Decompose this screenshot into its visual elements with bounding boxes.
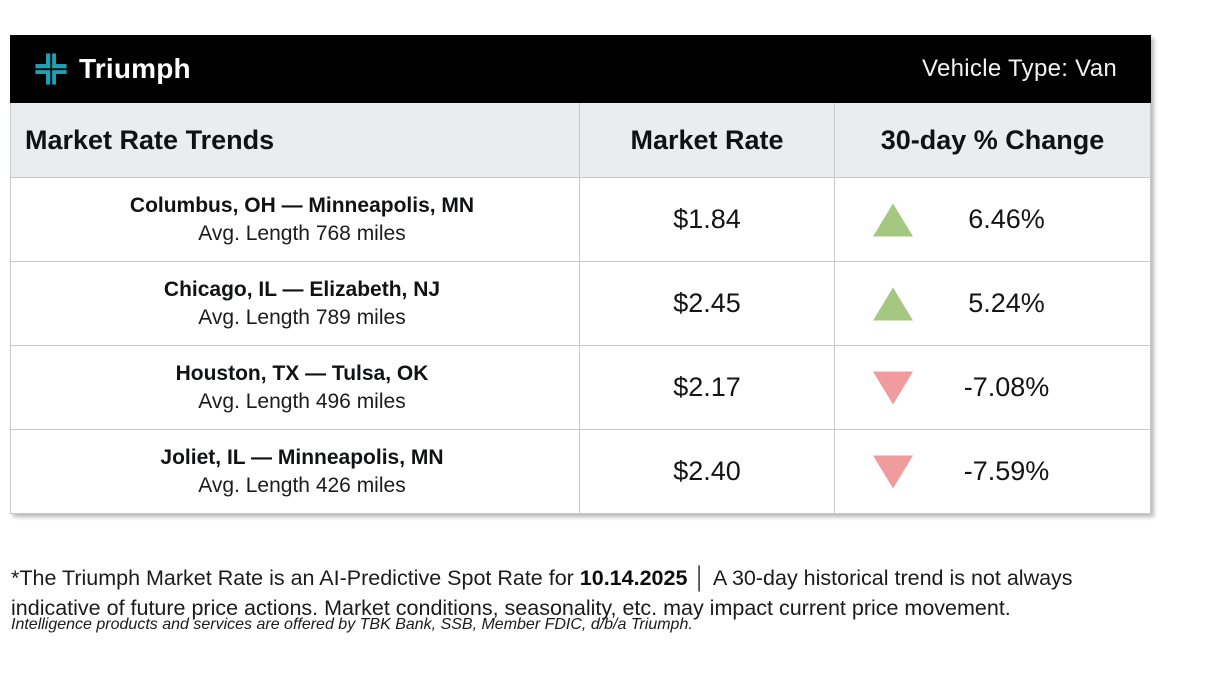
lane-cell: Columbus, OH — Minneapolis, MN Avg. Leng… <box>11 178 579 261</box>
trend-triangle-icon <box>873 287 913 320</box>
market-rate-value: $1.84 <box>579 178 834 261</box>
route-label: Chicago, IL — Elizabeth, NJ <box>163 277 441 301</box>
lane-cell: Chicago, IL — Elizabeth, NJ Avg. Length … <box>11 262 579 345</box>
lane-cell: Houston, TX — Tulsa, OK Avg. Length 496 … <box>11 346 579 429</box>
market-rate-value: $2.40 <box>579 430 834 513</box>
table-header-row: Market Rate Trends Market Rate 30-day % … <box>11 103 1150 177</box>
trend-triangle-icon <box>873 455 913 488</box>
change-cell: -7.08% <box>834 346 1150 429</box>
route-label: Joliet, IL — Minneapolis, MN <box>160 445 444 469</box>
avg-length-label: Avg. Length 496 miles <box>198 389 406 413</box>
footnote-text: *The Triumph Market Rate is an AI-Predic… <box>11 563 1153 623</box>
change-percent: -7.59% <box>963 456 1050 486</box>
lane-cell: Joliet, IL — Minneapolis, MN Avg. Length… <box>11 430 579 513</box>
avg-length-label: Avg. Length 426 miles <box>198 473 406 497</box>
vehicle-type-label: Vehicle Type: Van <box>921 55 1117 82</box>
fdic-disclaimer: Intelligence products and services are o… <box>11 616 693 633</box>
change-cell: 6.46% <box>834 178 1150 261</box>
brand-bar: Triumph Vehicle Type: Van <box>10 35 1151 103</box>
column-header-change: 30-day % Change <box>834 103 1150 177</box>
change-cell: -7.59% <box>834 430 1150 513</box>
market-rate-table: Market Rate Trends Market Rate 30-day % … <box>10 103 1151 514</box>
trend-triangle-icon <box>873 203 913 236</box>
trend-triangle-icon <box>873 371 913 404</box>
brand-name: Triumph <box>79 53 191 84</box>
brand-logo: Triumph <box>34 52 191 86</box>
change-percent: 5.24% <box>968 288 1045 318</box>
footnote-date: 10.14.2025 <box>579 565 688 590</box>
change-percent: -7.08% <box>963 372 1050 402</box>
route-label: Columbus, OH — Minneapolis, MN <box>129 193 475 217</box>
triumph-cross-icon <box>34 52 68 86</box>
table-row: Chicago, IL — Elizabeth, NJ Avg. Length … <box>11 261 1150 345</box>
report-card: Triumph Vehicle Type: Van Market Rate Tr… <box>10 35 1151 514</box>
table-row: Joliet, IL — Minneapolis, MN Avg. Length… <box>11 429 1150 513</box>
column-header-rate: Market Rate <box>579 103 834 177</box>
table-row: Columbus, OH — Minneapolis, MN Avg. Leng… <box>11 177 1150 261</box>
footnote-separator: │ <box>693 565 707 590</box>
table-body: Columbus, OH — Minneapolis, MN Avg. Leng… <box>11 177 1150 513</box>
market-rate-value: $2.45 <box>579 262 834 345</box>
change-cell: 5.24% <box>834 262 1150 345</box>
avg-length-label: Avg. Length 789 miles <box>198 305 406 329</box>
footnote-body: A 30-day historical trend is not always … <box>11 565 1073 620</box>
table-row: Houston, TX — Tulsa, OK Avg. Length 496 … <box>11 345 1150 429</box>
footnote-prefix: *The Triumph Market Rate is an AI-Predic… <box>11 565 580 590</box>
change-percent: 6.46% <box>968 204 1045 234</box>
route-label: Houston, TX — Tulsa, OK <box>175 361 429 385</box>
market-rate-value: $2.17 <box>579 346 834 429</box>
column-header-trends: Market Rate Trends <box>25 124 275 155</box>
avg-length-label: Avg. Length 768 miles <box>198 221 406 245</box>
